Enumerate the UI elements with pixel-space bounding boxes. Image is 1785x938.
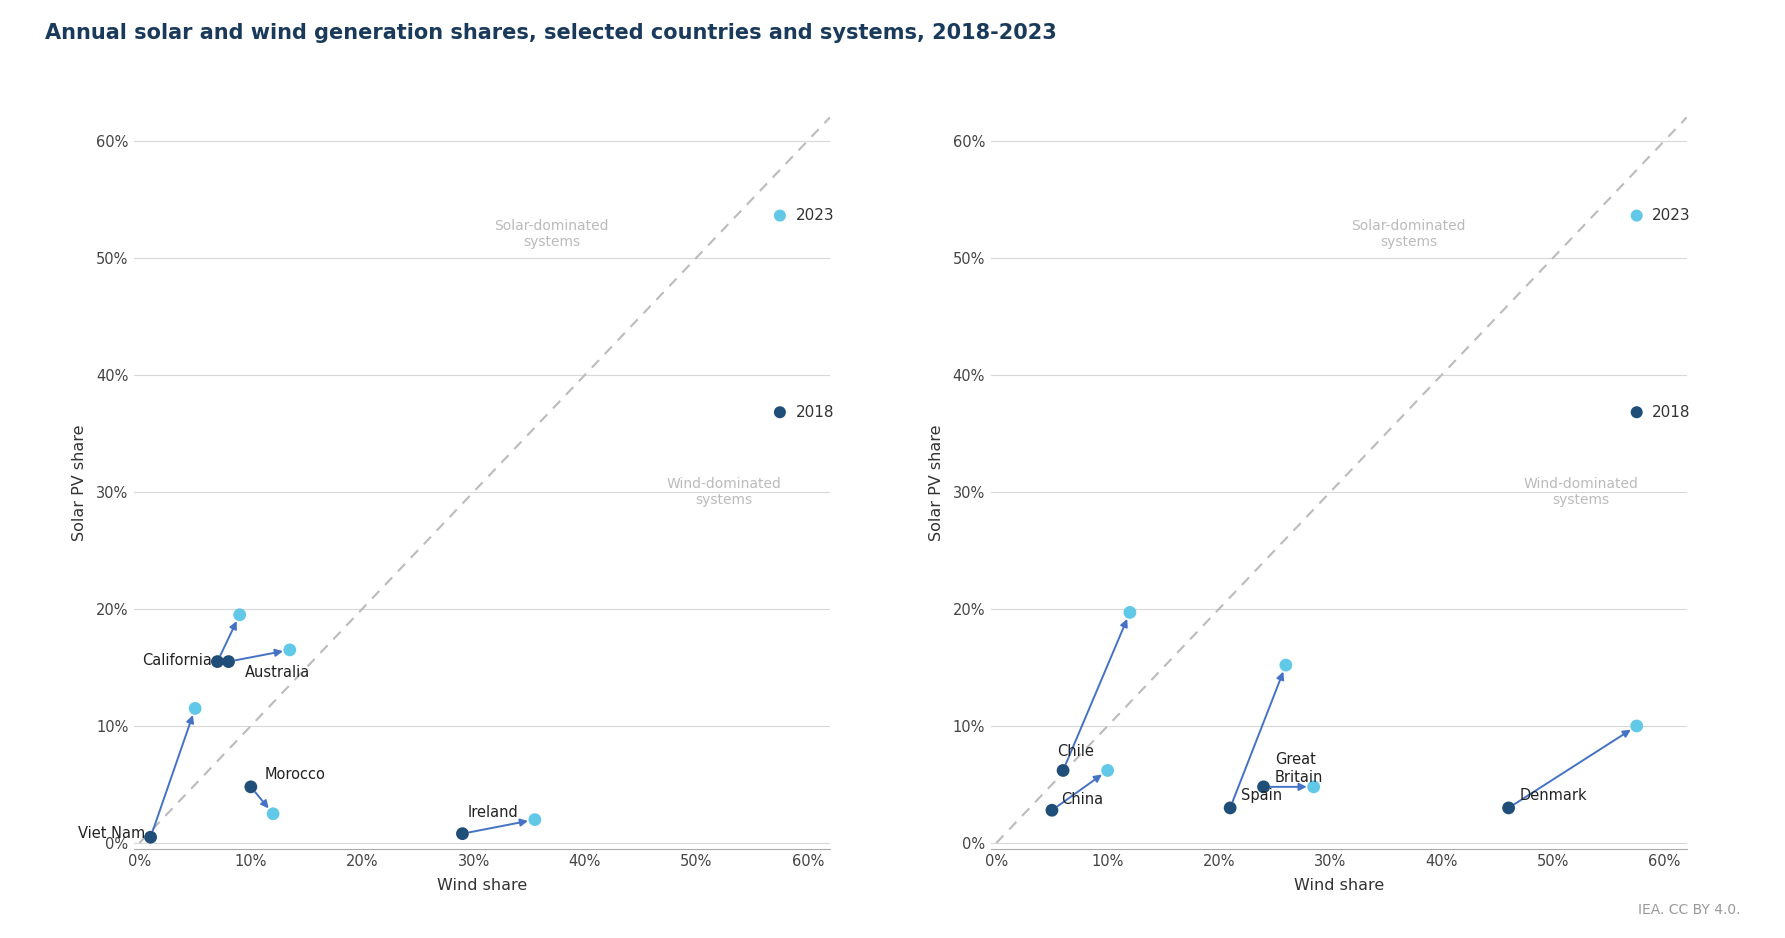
Point [766,208,794,223]
Point [766,404,794,419]
Point [214,654,243,669]
Text: Chile: Chile [1057,744,1094,759]
Point [448,826,477,841]
Text: Ireland: Ireland [468,805,519,820]
Text: Denmark: Denmark [1519,788,1587,803]
Point [1050,763,1078,778]
Text: China: China [1060,792,1103,807]
Point [237,779,266,794]
Text: Annual solar and wind generation shares, selected countries and systems, 2018-20: Annual solar and wind generation shares,… [45,23,1057,43]
Point [203,654,232,669]
Text: 2023: 2023 [796,208,834,223]
X-axis label: Wind share: Wind share [437,878,527,893]
Point [1250,779,1278,794]
Text: 2018: 2018 [796,405,834,419]
Text: Spain: Spain [1241,788,1282,803]
Point [180,701,209,716]
Point [259,807,287,822]
Text: Wind-dominated
systems: Wind-dominated systems [668,477,782,507]
Text: Solar-dominated
systems: Solar-dominated systems [494,219,609,250]
Point [275,643,303,658]
Text: Australia: Australia [245,665,311,680]
Point [225,607,253,622]
Point [1299,779,1328,794]
Point [1216,800,1244,815]
Text: Solar-dominated
systems: Solar-dominated systems [1351,219,1465,250]
Y-axis label: Solar PV share: Solar PV share [73,425,87,541]
Text: Morocco: Morocco [264,767,325,782]
Text: IEA. CC BY 4.0.: IEA. CC BY 4.0. [1639,903,1740,917]
Point [1623,208,1651,223]
Text: Great
Britain: Great Britain [1274,752,1323,784]
Y-axis label: Solar PV share: Solar PV share [930,425,944,541]
Point [1623,719,1651,734]
Point [1116,605,1144,620]
Point [521,812,550,827]
Text: California: California [143,653,212,668]
Point [1271,658,1299,673]
Point [1494,800,1523,815]
X-axis label: Wind share: Wind share [1294,878,1383,893]
Text: Viet Nam: Viet Nam [79,826,145,841]
Text: 2018: 2018 [1653,405,1690,419]
Point [136,830,164,845]
Text: Wind-dominated
systems: Wind-dominated systems [1524,477,1639,507]
Point [1623,404,1651,419]
Point [1037,803,1066,818]
Text: 2023: 2023 [1653,208,1690,223]
Point [1094,763,1123,778]
